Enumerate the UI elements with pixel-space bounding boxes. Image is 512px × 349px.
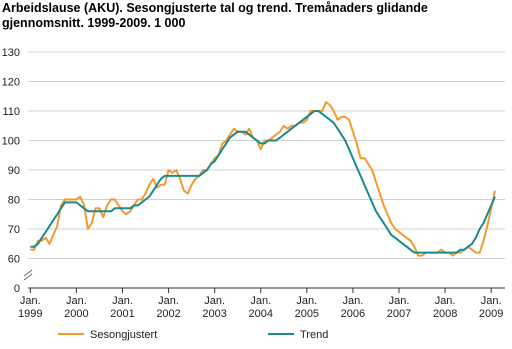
x-tick-label: Jan. 2003 — [202, 295, 226, 320]
x-tick-label: Jan. 2006 — [341, 295, 365, 320]
y-tick-label: 60 — [8, 254, 20, 266]
y-tick-label: 0 — [14, 283, 20, 295]
x-tick-label: Jan. 2004 — [248, 295, 272, 320]
legend-label: Sesongjustert — [90, 329, 157, 341]
x-tick-label: Jan. 2002 — [156, 295, 180, 320]
x-tick-label: Jan. 1999 — [18, 295, 42, 320]
y-tick-label: 90 — [8, 165, 20, 177]
axis-break — [23, 269, 33, 281]
legend-label: Trend — [300, 329, 328, 341]
x-tick-label: Jan. 2000 — [64, 295, 88, 320]
x-tick-label: Jan. 2009 — [479, 295, 503, 320]
chart-title: Arbeidslause (AKU). Sesongjusterte tal o… — [2, 1, 428, 30]
y-tick-label: 120 — [2, 77, 20, 89]
x-tick-label: Jan. 2007 — [387, 295, 411, 320]
x-tick-label: Jan. 2001 — [110, 295, 134, 320]
y-tick-label: 130 — [2, 47, 20, 59]
series-line — [30, 110, 496, 254]
y-tick-label: 100 — [2, 136, 20, 148]
y-tick-label: 70 — [8, 224, 20, 236]
y-tick-label: 110 — [2, 106, 20, 118]
x-tick-label: Jan. 2005 — [295, 295, 319, 320]
series-line — [30, 101, 496, 257]
y-tick-label: 80 — [8, 195, 20, 207]
x-tick-label: Jan. 2008 — [433, 295, 457, 320]
